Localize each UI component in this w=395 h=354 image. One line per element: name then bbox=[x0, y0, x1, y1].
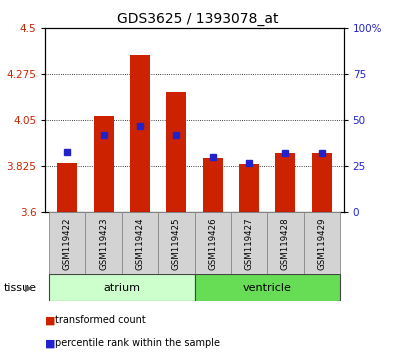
Bar bbox=[267, 212, 304, 274]
Text: atrium: atrium bbox=[103, 282, 140, 293]
Bar bbox=[94, 116, 114, 212]
Text: GSM119423: GSM119423 bbox=[99, 217, 108, 270]
Text: ▶: ▶ bbox=[25, 282, 32, 293]
Bar bbox=[312, 153, 332, 212]
Text: percentile rank within the sample: percentile rank within the sample bbox=[55, 338, 220, 348]
Bar bbox=[85, 212, 122, 274]
Text: GSM119429: GSM119429 bbox=[317, 217, 326, 270]
Text: transformed count: transformed count bbox=[55, 315, 145, 325]
Bar bbox=[304, 212, 340, 274]
Text: GSM119425: GSM119425 bbox=[172, 217, 181, 270]
Text: GDS3625 / 1393078_at: GDS3625 / 1393078_at bbox=[117, 12, 278, 27]
Text: ■: ■ bbox=[45, 315, 56, 325]
Bar bbox=[231, 212, 267, 274]
Bar bbox=[49, 274, 194, 301]
Bar bbox=[166, 92, 186, 212]
Text: tissue: tissue bbox=[4, 282, 37, 293]
Text: GSM119427: GSM119427 bbox=[245, 217, 254, 270]
Bar bbox=[194, 212, 231, 274]
Bar bbox=[122, 212, 158, 274]
Bar bbox=[49, 212, 85, 274]
Bar bbox=[130, 55, 150, 212]
Bar bbox=[275, 153, 295, 212]
Bar bbox=[239, 164, 259, 212]
Bar bbox=[57, 163, 77, 212]
Text: GSM119428: GSM119428 bbox=[281, 217, 290, 270]
Bar bbox=[194, 274, 340, 301]
Text: GSM119426: GSM119426 bbox=[208, 217, 217, 270]
Bar bbox=[158, 212, 195, 274]
Bar bbox=[203, 158, 223, 212]
Text: ventricle: ventricle bbox=[243, 282, 292, 293]
Text: ■: ■ bbox=[45, 338, 56, 348]
Text: GSM119422: GSM119422 bbox=[63, 217, 72, 270]
Text: GSM119424: GSM119424 bbox=[135, 217, 145, 270]
